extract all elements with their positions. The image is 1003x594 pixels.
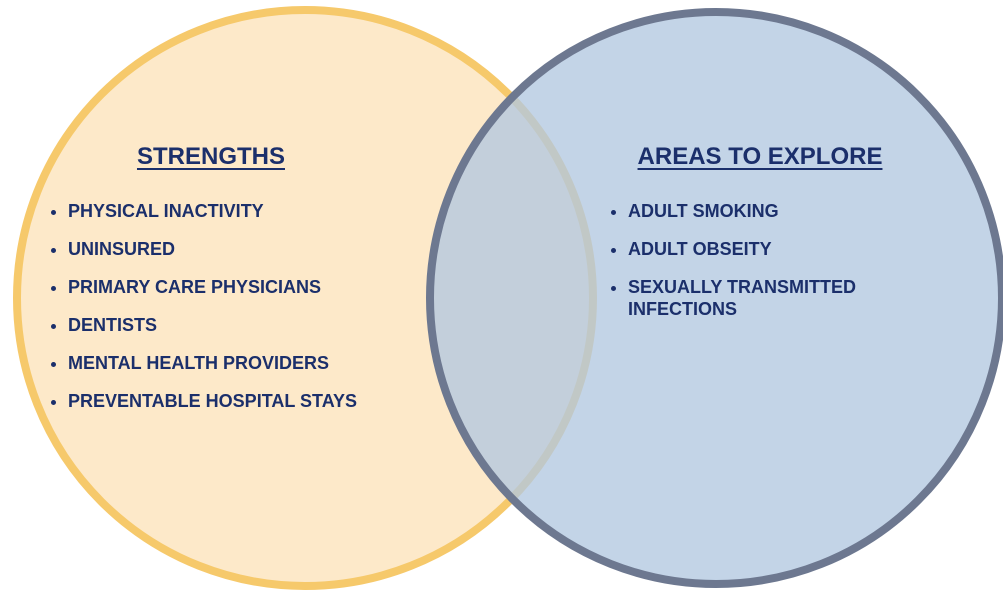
set-item: PHYSICAL INACTIVITY: [68, 200, 508, 222]
set-item: UNINSURED: [68, 238, 508, 260]
set-item: DENTISTS: [68, 314, 508, 336]
set-item: ADULT OBSEITY: [628, 238, 938, 260]
set-item: PREVENTABLE HOSPITAL STAYS: [68, 390, 508, 412]
set-items: ADULT SMOKING ADULT OBSEITY SEXUALLY TRANS…: [584, 200, 938, 336]
set-item: MENTAL HEALTH PROVIDERS: [68, 352, 508, 374]
set-title: STRENGTHS: [136, 143, 285, 170]
set-items: PHYSICAL INACTIVITY UNINSURED PRIMARY CARE…: [24, 200, 508, 428]
set-item: PRIMARY CARE PHYSICIANS: [68, 276, 508, 298]
right-circle: [426, 8, 1003, 588]
set-title: AREAS TO EXPLORE: [637, 143, 883, 170]
set-item: SEXUALLY TRANSMITTED INFECTIONS: [628, 276, 938, 320]
set-item: ADULT SMOKING: [628, 200, 938, 222]
